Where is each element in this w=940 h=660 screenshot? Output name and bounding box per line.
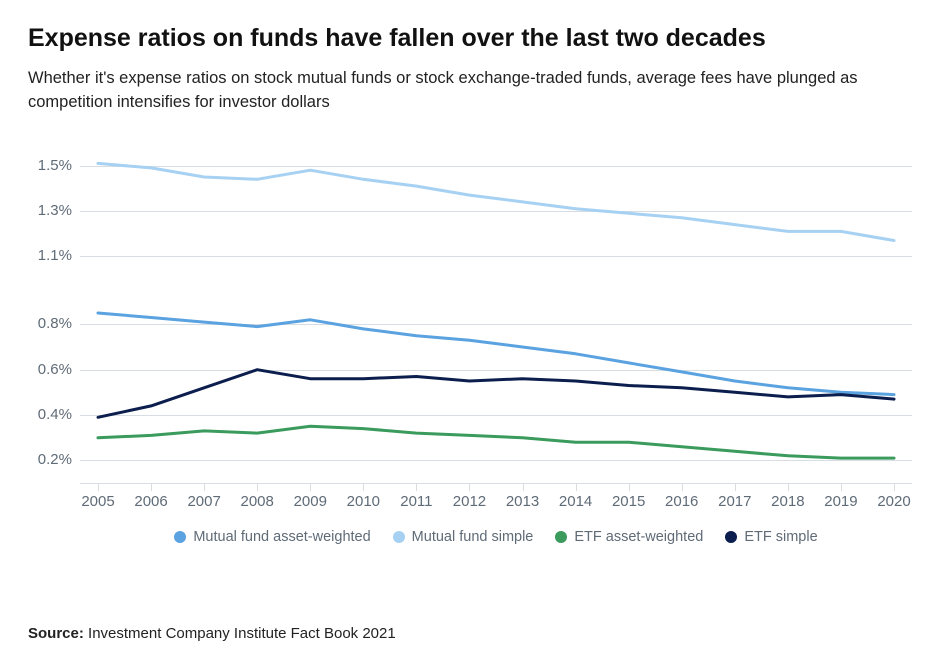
- legend-dot-icon: [555, 531, 567, 543]
- legend-dot-icon: [725, 531, 737, 543]
- legend-item: Mutual fund asset-weighted: [174, 529, 370, 545]
- series-etf_asset: [98, 426, 894, 458]
- x-tick-label: 2020: [868, 493, 920, 510]
- x-tick-mark: [363, 483, 364, 491]
- legend-item: ETF simple: [725, 529, 817, 545]
- source-text: Investment Company Institute Fact Book 2…: [88, 625, 396, 642]
- x-tick-mark: [841, 483, 842, 491]
- x-tick-label: 2018: [762, 493, 814, 510]
- source-label: Source:: [28, 625, 84, 642]
- series-etf_simple: [98, 370, 894, 418]
- x-tick-mark: [204, 483, 205, 491]
- y-tick-label: 1.3%: [28, 202, 72, 219]
- x-tick-mark: [523, 483, 524, 491]
- x-tick-label: 2013: [497, 493, 549, 510]
- x-tick-mark: [735, 483, 736, 491]
- y-tick-label: 1.5%: [28, 157, 72, 174]
- x-tick-mark: [416, 483, 417, 491]
- legend-label: Mutual fund asset-weighted: [193, 529, 370, 545]
- x-tick-mark: [629, 483, 630, 491]
- x-tick-label: 2014: [550, 493, 602, 510]
- chart-card: Expense ratios on funds have fallen over…: [0, 0, 940, 660]
- x-tick-label: 2017: [709, 493, 761, 510]
- legend-item: Mutual fund simple: [393, 529, 534, 545]
- x-tick-label: 2007: [178, 493, 230, 510]
- x-tick-mark: [682, 483, 683, 491]
- x-tick-mark: [151, 483, 152, 491]
- chart-title: Expense ratios on funds have fallen over…: [28, 24, 912, 53]
- y-tick-label: 0.6%: [28, 361, 72, 378]
- y-tick-label: 0.8%: [28, 315, 72, 332]
- line-chart-svg: [80, 143, 912, 483]
- y-tick-label: 0.4%: [28, 406, 72, 423]
- series-mf_simple: [98, 163, 894, 240]
- legend-dot-icon: [174, 531, 186, 543]
- legend-item: ETF asset-weighted: [555, 529, 703, 545]
- x-tick-label: 2010: [337, 493, 389, 510]
- x-tick-mark: [576, 483, 577, 491]
- x-tick-label: 2016: [656, 493, 708, 510]
- chart-subtitle: Whether it's expense ratios on stock mut…: [28, 67, 888, 115]
- y-tick-label: 0.2%: [28, 451, 72, 468]
- y-tick-label: 1.1%: [28, 247, 72, 264]
- x-tick-label: 2005: [72, 493, 124, 510]
- x-tick-mark: [310, 483, 311, 491]
- x-tick-mark: [98, 483, 99, 491]
- x-tick-mark: [257, 483, 258, 491]
- legend-label: ETF asset-weighted: [574, 529, 703, 545]
- x-tick-mark: [788, 483, 789, 491]
- x-tick-mark: [469, 483, 470, 491]
- x-tick-label: 2019: [815, 493, 867, 510]
- x-tick-label: 2015: [603, 493, 655, 510]
- x-tick-label: 2006: [125, 493, 177, 510]
- legend-dot-icon: [393, 531, 405, 543]
- legend-label: ETF simple: [744, 529, 817, 545]
- x-tick-mark: [894, 483, 895, 491]
- x-axis: 2005200620072008200920102011201220132014…: [80, 491, 912, 515]
- y-axis: 0.2% 0.4% 0.6% 0.8% 1.1% 1.3% 1.5%: [28, 143, 80, 483]
- source-line: Source: Investment Company Institute Fac…: [28, 625, 396, 642]
- plot-area: [80, 143, 912, 483]
- chart-area: 0.2%0.4%0.6%0.8%1.1%1.3%1.5% 20052006200…: [28, 143, 912, 533]
- x-tick-label: 2008: [231, 493, 283, 510]
- x-tick-label: 2011: [390, 493, 442, 510]
- legend: Mutual fund asset-weighted Mutual fund si…: [80, 529, 912, 545]
- legend-label: Mutual fund simple: [412, 529, 534, 545]
- x-tick-label: 2009: [284, 493, 336, 510]
- x-tick-label: 2012: [443, 493, 495, 510]
